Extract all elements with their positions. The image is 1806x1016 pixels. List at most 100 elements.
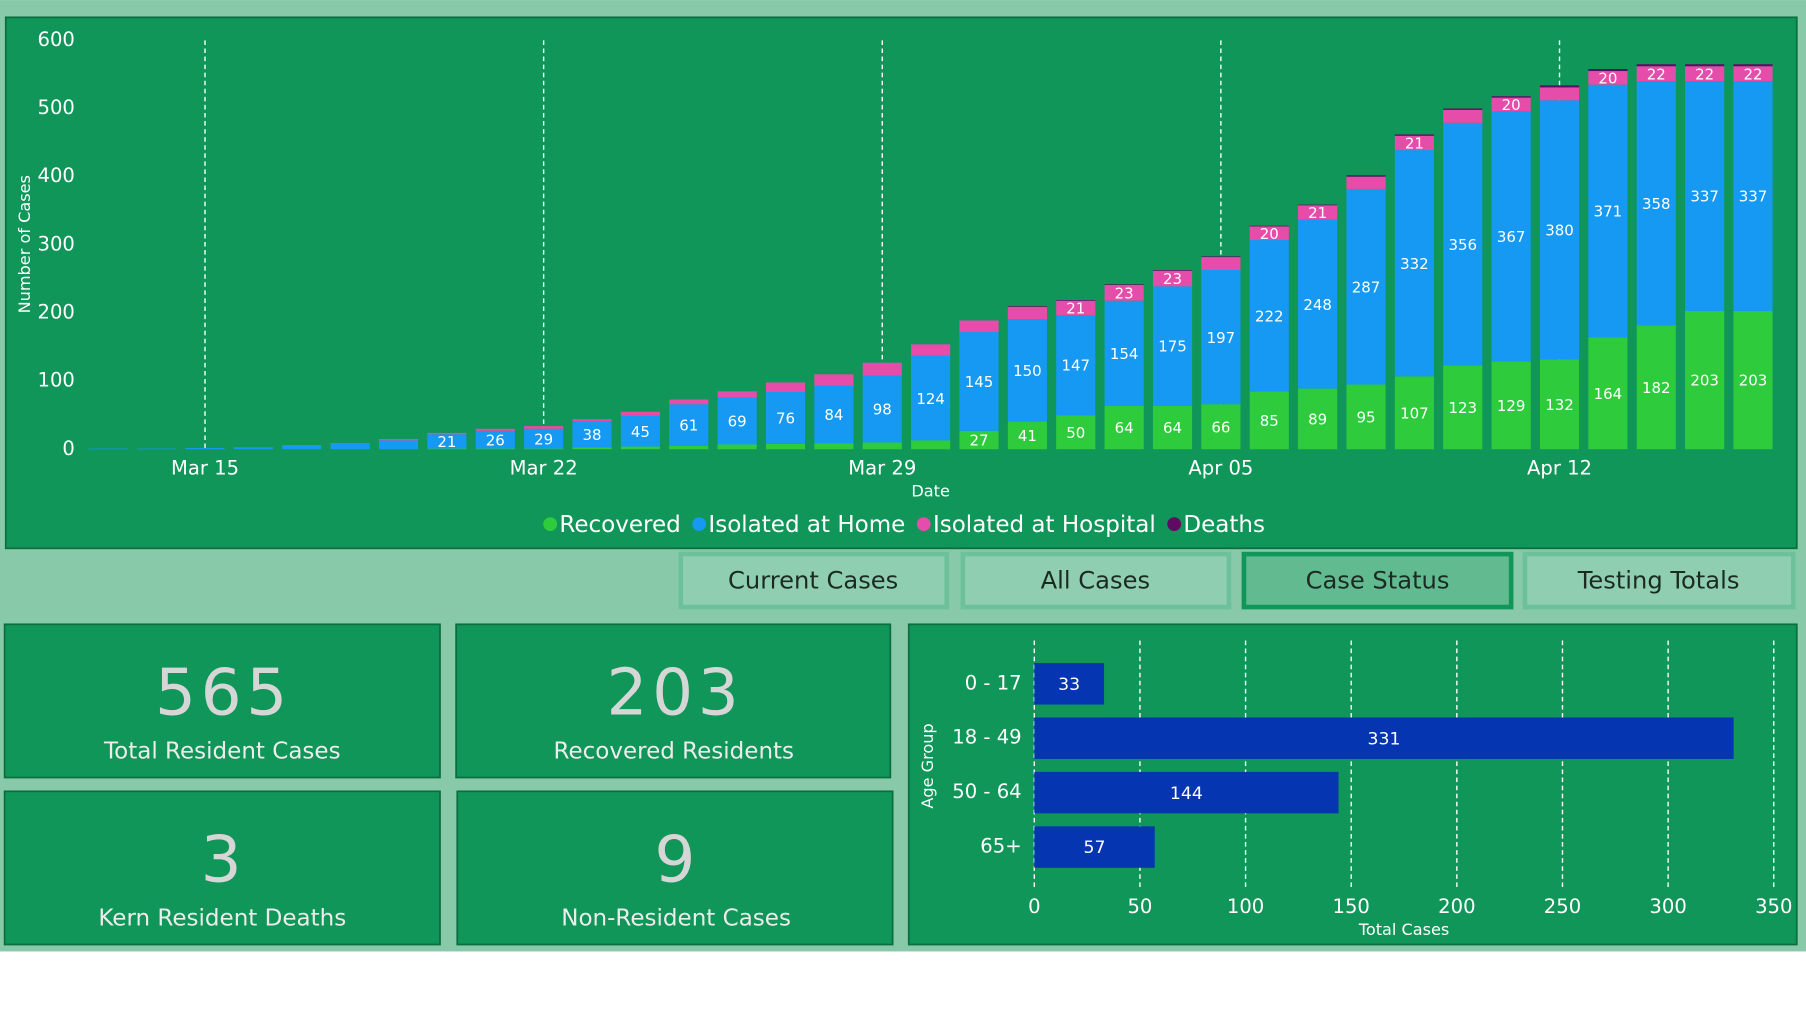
y-tick-label: 50 - 64 (952, 780, 1021, 803)
bar-segment (669, 445, 709, 450)
data-label: 124 (916, 390, 945, 408)
data-label: 203 (1690, 372, 1719, 390)
bar-segment (1152, 286, 1193, 406)
data-label: 358 (1642, 195, 1671, 213)
bar-segment (620, 446, 660, 450)
data-label: 45 (631, 423, 650, 441)
bar-segment (1056, 300, 1096, 316)
button-label[interactable]: All Cases (1041, 567, 1150, 595)
bar-segment (1249, 240, 1289, 392)
x-tick-label: 300 (1649, 895, 1686, 918)
bar-segment (1056, 315, 1096, 416)
bar-segment (1249, 225, 1289, 227)
data-label: 69 (728, 413, 747, 431)
data-label: 22 (1647, 65, 1666, 83)
data-label: 380 (1545, 221, 1574, 239)
bar-segment (1007, 421, 1047, 450)
bar-segment (1394, 376, 1434, 450)
bar-segment (1249, 391, 1289, 450)
data-label: 356 (1448, 236, 1477, 254)
y-axis-title: Age Group (918, 723, 937, 808)
data-label: 144 (1170, 784, 1203, 804)
data-label: 222 (1255, 307, 1284, 325)
legend-marker (692, 517, 707, 532)
bar-segment (1201, 257, 1241, 271)
bar-segment (620, 415, 660, 447)
data-label: 50 (1066, 424, 1085, 442)
bar-segment (1346, 176, 1386, 189)
card (3, 790, 441, 946)
data-label: 23 (1115, 285, 1134, 303)
legend-label: Isolated at Home (708, 512, 905, 538)
card-label: Recovered Residents (554, 739, 795, 765)
bar (1034, 663, 1105, 705)
button-selected[interactable] (1241, 551, 1514, 610)
bar-segment (1152, 405, 1193, 450)
data-label: 89 (1308, 411, 1327, 429)
data-label: 23 (1163, 270, 1182, 288)
x-tick-label: 250 (1544, 895, 1581, 918)
bar-segment (475, 430, 515, 449)
bar-segment (572, 419, 612, 422)
x-tick-label: 50 (1127, 895, 1152, 918)
data-label: 27 (969, 432, 988, 450)
bar-segment (427, 448, 467, 450)
bar-segment (620, 411, 660, 416)
x-tick-label: Mar 29 (848, 456, 916, 479)
bar-segment (1394, 135, 1434, 151)
bar-segment (1007, 306, 1047, 307)
bar-segment (911, 440, 951, 450)
bar-segment (862, 362, 902, 376)
bar-segment (282, 445, 322, 446)
x-tick-label: 350 (1755, 895, 1792, 918)
bar-segment (1685, 310, 1725, 450)
age-chart: Age Group Total Cases 0 50 100 150 200 250 300… (918, 640, 1792, 939)
data-label: 20 (1260, 225, 1279, 243)
button[interactable] (960, 551, 1232, 610)
bar-segment (765, 443, 806, 450)
bar-segment (427, 434, 467, 449)
bar-segment (1733, 310, 1773, 450)
button-label[interactable]: Current Cases (728, 567, 898, 595)
bar-segment (717, 391, 757, 398)
data-label: 64 (1163, 419, 1182, 437)
bar-segment (524, 426, 564, 429)
data-label: 175 (1158, 338, 1187, 356)
bar-segment (765, 392, 806, 444)
y-axis-title: Number of Cases (15, 175, 34, 313)
bar-segment (475, 428, 515, 431)
bar-segment (1685, 64, 1725, 67)
data-label: 41 (1018, 427, 1037, 445)
data-label: 371 (1594, 203, 1623, 221)
button[interactable] (1522, 551, 1796, 610)
y-tick-label: 600 (37, 28, 74, 51)
data-label: 332 (1400, 255, 1429, 273)
bar-segment (137, 448, 177, 450)
bar-segment (1007, 306, 1047, 320)
y-tick-label: 65+ (980, 835, 1021, 858)
data-label: 21 (1066, 300, 1085, 318)
card (3, 623, 441, 779)
bar-segment (1636, 66, 1676, 82)
bar-segment (1588, 84, 1628, 338)
bar-segment (1346, 384, 1386, 450)
card-value: 9 (654, 822, 700, 897)
button-label[interactable]: Testing Totals (1577, 567, 1740, 595)
bar-segment (1298, 204, 1338, 206)
y-tick-label: 300 (37, 232, 74, 255)
legend-marker (543, 517, 558, 532)
button[interactable] (678, 551, 950, 610)
bar-segment (1443, 109, 1483, 123)
bar-segment (1588, 68, 1628, 72)
data-label: 123 (1448, 399, 1477, 417)
bar (1034, 717, 1734, 759)
bar-segment (330, 443, 370, 444)
button-label[interactable]: Case Status (1306, 567, 1450, 595)
data-label: 26 (486, 431, 505, 449)
bar-segment (524, 448, 564, 450)
bar-segment (1733, 64, 1773, 67)
bar-segment (717, 397, 757, 445)
bar-segment (1201, 270, 1241, 405)
y-tick-label: 18 - 49 (952, 726, 1021, 749)
